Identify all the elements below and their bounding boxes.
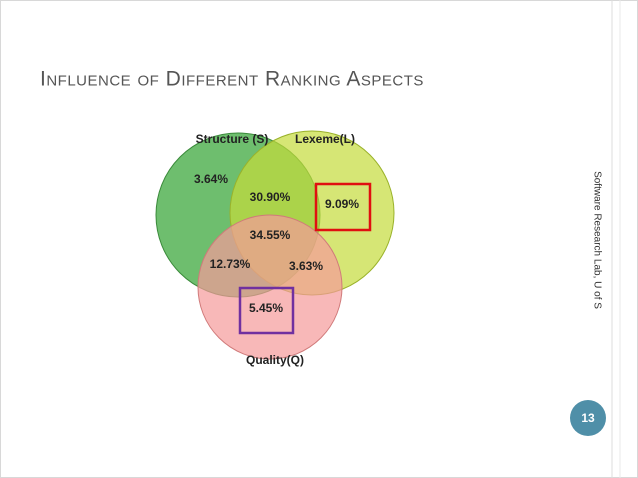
page-number: 13 <box>581 411 595 425</box>
region-label: 30.90% <box>250 190 291 204</box>
set-label: Lexeme(L) <box>295 132 355 146</box>
region-label: 34.55% <box>250 228 291 242</box>
footer-text: Software Research Lab, U of S <box>591 171 602 309</box>
region-label: 3.64% <box>194 172 228 186</box>
region-label: 3.63% <box>289 259 323 273</box>
region-label: 12.73% <box>210 257 251 271</box>
page-badge <box>570 400 606 436</box>
slide-title: Influence of Different Ranking Aspects <box>40 68 424 91</box>
highlight-box <box>238 286 295 335</box>
region-label: 9.09% <box>325 197 359 211</box>
set-label: Quality(Q) <box>246 353 304 367</box>
set-label: Structure (S) <box>196 132 269 146</box>
region-label: 5.45% <box>249 301 283 315</box>
highlight-box <box>314 182 372 232</box>
